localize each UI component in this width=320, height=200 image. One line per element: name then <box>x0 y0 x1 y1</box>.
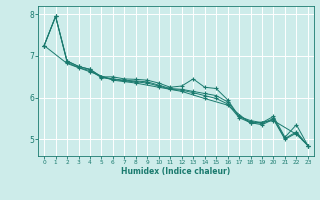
X-axis label: Humidex (Indice chaleur): Humidex (Indice chaleur) <box>121 167 231 176</box>
